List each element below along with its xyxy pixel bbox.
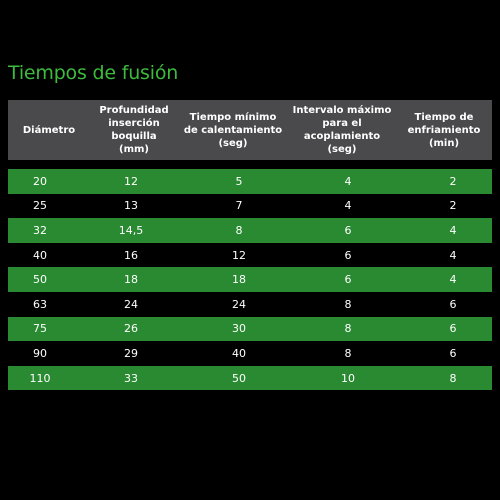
cell-profundidad: 12 [124,174,138,188]
cell-acoplamiento: 8 [344,322,352,336]
table-row: 90 29 40 8 6 [8,341,492,366]
cell-diametro: 25 [33,199,47,213]
cell-diametro: 32 [33,223,47,237]
cell-diametro: 50 [33,273,47,287]
cell-enfriamiento: 2 [449,174,457,188]
table-row: 110 33 50 10 8 [8,365,492,391]
cell-enfriamiento: 8 [449,371,457,385]
table-header: Diámetro Profundidad inserción boquilla … [8,100,492,160]
cell-diametro: 63 [33,297,47,311]
header-intervalo-acoplamiento: Intervalo máximo para el acoplamiento (s… [292,105,392,155]
table-row: 63 24 24 8 6 [8,291,492,317]
cell-acoplamiento: 6 [344,248,352,262]
page-title: Tiempos de fusión [8,62,179,84]
cell-acoplamiento: 8 [344,346,352,360]
cell-diametro: 20 [33,174,47,188]
cell-acoplamiento: 6 [344,273,352,287]
cell-calentamiento: 12 [232,248,246,262]
cell-calentamiento: 8 [235,223,243,237]
table-row: 50 18 18 6 4 [8,267,492,292]
header-tiempo-enfriamiento: Tiempo de enfriamiento (min) [407,111,481,149]
cell-profundidad: 14,5 [118,223,144,237]
cell-calentamiento: 7 [235,199,243,213]
cell-profundidad: 26 [124,322,138,336]
cell-diametro: 110 [29,371,51,385]
header-tiempo-calentamiento: Tiempo mínimo de calentamiento (seg) [183,111,283,149]
cell-acoplamiento: 4 [344,199,352,213]
cell-calentamiento: 18 [232,273,246,287]
cell-calentamiento: 50 [232,371,246,385]
cell-enfriamiento: 4 [449,248,457,262]
table-body: 20 12 5 4 2 25 13 7 4 2 32 14,5 8 6 4 40… [8,169,492,391]
cell-diametro: 75 [33,322,47,336]
cell-enfriamiento: 6 [449,297,457,311]
cell-acoplamiento: 8 [344,297,352,311]
table-row: 75 26 30 8 6 [8,316,492,342]
cell-profundidad: 24 [124,297,138,311]
cell-diametro: 90 [33,346,47,360]
cell-profundidad: 18 [124,273,138,287]
cell-enfriamiento: 4 [449,273,457,287]
cell-enfriamiento: 2 [449,199,457,213]
cell-acoplamiento: 10 [341,371,355,385]
table-row: 32 14,5 8 6 4 [8,218,492,243]
cell-enfriamiento: 6 [449,346,457,360]
cell-acoplamiento: 6 [344,223,352,237]
table-row: 20 12 5 4 2 [8,169,492,194]
header-diametro: Diámetro [22,124,76,136]
cell-enfriamiento: 6 [449,322,457,336]
table-row: 40 16 12 6 4 [8,242,492,268]
cell-calentamiento: 30 [232,322,246,336]
table-row: 25 13 7 4 2 [8,193,492,219]
fusion-times-table: Diámetro Profundidad inserción boquilla … [8,100,492,391]
cell-diametro: 40 [33,248,47,262]
cell-profundidad: 13 [124,199,138,213]
cell-profundidad: 29 [124,346,138,360]
cell-calentamiento: 5 [235,174,243,188]
cell-enfriamiento: 4 [449,223,457,237]
cell-calentamiento: 40 [232,346,246,360]
header-profundidad: Profundidad inserción boquilla (mm) [99,105,169,155]
cell-calentamiento: 24 [232,297,246,311]
cell-profundidad: 33 [124,371,138,385]
cell-profundidad: 16 [124,248,138,262]
cell-acoplamiento: 4 [344,174,352,188]
